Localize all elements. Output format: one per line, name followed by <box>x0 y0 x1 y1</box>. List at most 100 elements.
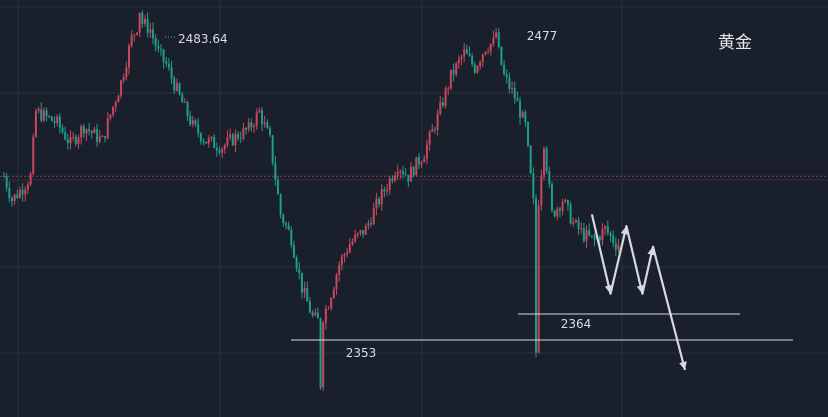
arrowhead <box>636 284 645 294</box>
candle-body <box>487 51 490 53</box>
label-low-2353: 2353 <box>346 346 377 360</box>
candle-body <box>388 178 391 190</box>
candle-body <box>250 122 253 128</box>
candle-body <box>378 198 381 205</box>
candle-body <box>165 61 168 64</box>
candle-body <box>205 141 208 144</box>
candle-body <box>104 136 107 139</box>
candle-body <box>351 241 354 245</box>
candle-body <box>316 312 319 319</box>
candle-body <box>24 189 27 195</box>
candle-body <box>125 67 128 77</box>
candle-body <box>16 194 19 198</box>
candle-body <box>407 174 410 182</box>
candle-body <box>503 64 506 75</box>
label-high-2477: 2477 <box>527 29 558 43</box>
candle-body <box>292 245 295 258</box>
candle-body <box>64 132 67 140</box>
candle-body <box>226 137 229 145</box>
candle-body <box>58 116 61 128</box>
candle-body <box>394 175 397 181</box>
candle-body <box>548 171 551 185</box>
candle-body <box>481 54 484 63</box>
candle-body <box>157 46 160 49</box>
candle-body <box>319 318 322 388</box>
chart-title: 黄金 <box>718 33 752 53</box>
candle-body <box>402 171 404 175</box>
candle-body <box>154 37 157 47</box>
candle-body <box>412 166 415 176</box>
candle-body <box>372 208 375 225</box>
candle-body <box>207 138 210 144</box>
candle-body <box>572 222 575 224</box>
candle-body <box>404 174 407 176</box>
candle-body <box>109 114 112 119</box>
candle-body <box>130 34 133 46</box>
candle-body <box>245 127 248 130</box>
candle-body <box>460 56 463 60</box>
candle-body <box>199 133 202 142</box>
candle-body <box>186 101 189 117</box>
candle-body <box>181 94 184 103</box>
candle-body <box>167 63 170 68</box>
candle-body <box>471 55 474 65</box>
candle-body <box>399 171 402 173</box>
candle-body <box>90 131 93 134</box>
candle-body <box>409 166 412 182</box>
candle-body <box>330 298 333 309</box>
candle-body <box>21 189 24 195</box>
candle-body <box>314 312 317 316</box>
candle-body <box>112 106 115 115</box>
candle-body <box>593 235 596 240</box>
candle-body <box>173 78 176 91</box>
candle-body <box>13 194 16 201</box>
candle-body <box>197 124 200 134</box>
candle-body <box>354 234 357 242</box>
candle-body <box>303 287 306 293</box>
candle-body <box>436 113 439 130</box>
candle-body <box>521 111 524 118</box>
candle-body <box>348 244 351 253</box>
candle-body <box>455 63 458 75</box>
candle-body <box>516 98 519 102</box>
candle-body <box>218 150 221 153</box>
candle-body <box>72 136 75 138</box>
candle-body <box>558 208 561 211</box>
candle-body <box>298 268 301 273</box>
candle-body <box>242 127 245 139</box>
candle-body <box>508 77 511 89</box>
candle-body <box>3 176 5 178</box>
candle-body <box>106 118 109 139</box>
candle-body <box>80 126 83 138</box>
candle-body <box>162 49 165 62</box>
candle-body <box>527 122 530 146</box>
candle-body <box>500 46 503 65</box>
candle-body <box>335 275 338 290</box>
candle-body <box>269 128 271 136</box>
label-high-2483-64: 2483.64 <box>178 32 228 46</box>
candle-body <box>308 301 311 313</box>
candle-body <box>452 69 455 75</box>
candle-body <box>266 122 269 129</box>
candle-body <box>263 122 266 125</box>
candle-body <box>327 308 330 310</box>
candle-body <box>484 51 487 55</box>
candle-body <box>34 110 37 137</box>
candle-body <box>8 187 11 199</box>
candle-body <box>239 138 242 140</box>
candle-body <box>431 129 434 133</box>
candle-body <box>50 116 53 122</box>
candle-body <box>569 204 572 224</box>
candle-body <box>5 176 8 188</box>
candle-body <box>338 264 341 276</box>
candle-body <box>255 112 258 126</box>
candle-body <box>295 257 298 269</box>
candle-body <box>550 184 553 211</box>
candle-body <box>537 205 540 353</box>
candle-body <box>53 121 56 124</box>
candle-body <box>128 45 131 68</box>
candle-body <box>417 157 420 165</box>
candlestick-series <box>3 10 620 392</box>
candle-body <box>513 88 516 99</box>
